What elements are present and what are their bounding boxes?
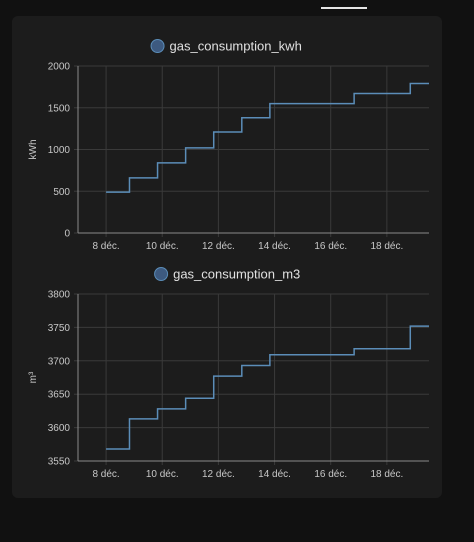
y-tick-label: 3550 [48,457,71,468]
data-point[interactable] [127,417,131,421]
legend[interactable]: gas_consumption_m3 [154,267,301,282]
data-point[interactable] [212,374,216,378]
x-tick-label: 10 déc. [146,241,179,252]
x-tick-label: 14 déc. [258,469,291,480]
data-point[interactable] [184,396,188,400]
y-tick-label: 3700 [48,356,71,367]
kwh-chart: gas_consumption_kwh 0 500 1000 1500 2000 8 déc… [28,39,429,252]
legend-label[interactable]: gas_consumption_m3 [173,267,300,282]
data-point[interactable] [240,363,244,367]
y-tick-label: 0 [64,229,70,240]
series-line[interactable] [106,325,429,450]
legend[interactable]: gas_consumption_kwh [150,39,302,54]
x-tick-label: 18 déc. [370,469,403,480]
legend-swatch[interactable] [154,267,169,281]
x-tick-label: 8 déc. [92,241,119,252]
data-point[interactable] [352,347,356,351]
y-tick-label: 1500 [48,103,71,114]
x-tick-label: 16 déc. [314,241,347,252]
series-line[interactable] [106,82,429,193]
x-tick-label: 14 déc. [258,241,291,252]
legend-label[interactable]: gas_consumption_kwh [170,39,302,54]
x-tick-label: 18 déc. [370,241,403,252]
data-point[interactable] [427,324,431,328]
chart-card [12,16,442,498]
y-axis-label: kWh [28,140,39,160]
y-tick-label: 500 [53,187,70,198]
x-tick-label: 10 déc. [146,469,179,480]
data-point[interactable] [408,324,412,328]
y-tick-label: 3800 [48,290,71,301]
data-point[interactable] [156,407,160,411]
x-tick-label: 16 déc. [314,469,347,480]
y-tick-label: 3750 [48,323,71,334]
data-point[interactable] [268,353,272,357]
tab-indicator [321,7,367,9]
y-tick-label: 2000 [48,62,71,73]
x-tick-label: 12 déc. [202,469,235,480]
y-tick-label: 3600 [48,423,71,434]
y-tick-label: 1000 [48,145,71,156]
y-axis-label: m³ [28,371,39,383]
y-tick-label: 3650 [48,390,71,401]
data-point[interactable] [104,447,108,451]
legend-swatch[interactable] [150,39,165,53]
x-tick-label: 12 déc. [202,241,235,252]
x-tick-label: 8 déc. [92,469,119,480]
